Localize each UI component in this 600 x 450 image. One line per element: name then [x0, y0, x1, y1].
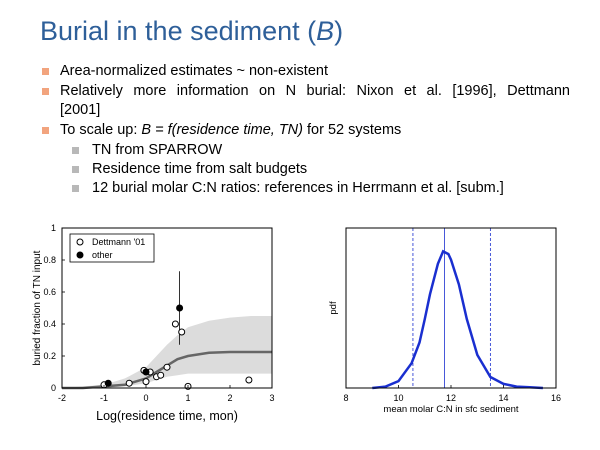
y-tick-label: 0.2 — [43, 351, 56, 361]
x-axis-label: mean molar C:N in sfc sediment — [383, 404, 519, 415]
data-point-other — [142, 368, 150, 376]
x-tick-label: 16 — [551, 393, 561, 403]
plot-frame — [61, 227, 273, 389]
data-point-dettmann — [125, 379, 133, 387]
y-tick-label: 0.8 — [43, 255, 56, 265]
data-point-dettmann — [178, 328, 186, 336]
y-tick-label: 0.6 — [43, 287, 56, 297]
legend-marker-dettmann — [76, 238, 84, 246]
x-tick-label: -2 — [58, 393, 66, 403]
y-tick-label: 0.4 — [43, 319, 56, 329]
data-point-dettmann — [142, 378, 150, 386]
legend-label-dettmann: Dettmann '01 — [92, 237, 145, 247]
y-tick-label: 0 — [51, 383, 56, 393]
legend: Dettmann '01 other — [69, 233, 155, 263]
burial-fraction-chart: -2 -1 0 1 2 3 0 0.2 0.4 0.6 0.8 1 Dettmann '01 othe… — [32, 223, 275, 423]
sub-bullet-item: Residence time from salt budgets — [40, 160, 570, 179]
data-point-dettmann — [163, 363, 171, 371]
bullet-item: Area-normalized estimates ~ non-existent — [40, 62, 570, 81]
legend-label-other: other — [92, 250, 113, 260]
x-tick-label: -1 — [100, 393, 108, 403]
x-axis-label: Log(residence time, mon) — [96, 409, 238, 423]
data-point-dettmann — [157, 371, 165, 379]
uncertainty-band — [62, 316, 272, 388]
x-tick-label: 10 — [393, 393, 403, 403]
x-tick-label: 12 — [446, 393, 456, 403]
bullet-item: To scale up: B = f(residence time, TN) f… — [40, 121, 570, 140]
cn-ratio-pdf-chart: 8 10 12 14 16 mean molar C:N in sfc sediment… — [328, 227, 561, 415]
sub-bullet-item: TN from SPARROW — [40, 141, 570, 160]
y-tick-label: 1 — [51, 223, 56, 233]
x-tick-label: 0 — [143, 393, 148, 403]
pdf-curve — [372, 249, 543, 390]
x-tick-label: 14 — [498, 393, 508, 403]
legend-box — [69, 233, 155, 263]
legend-marker-other — [76, 251, 84, 259]
x-tick-label: 3 — [269, 393, 274, 403]
x-tick-label: 1 — [185, 393, 190, 403]
data-point-dettmann — [171, 320, 179, 328]
x-tick-label: 8 — [343, 393, 348, 403]
plot-frame — [345, 227, 557, 389]
y-axis-label: pdf — [328, 301, 339, 315]
y-axis-label: buried fraction of TN input — [32, 250, 43, 365]
data-point-dettmann — [245, 376, 253, 384]
x-tick-label: 2 — [227, 393, 232, 403]
sub-bullet-item: 12 burial molar C:N ratios: references i… — [40, 179, 570, 198]
data-point-other — [104, 379, 112, 387]
bullet-item: Relatively more information on N burial:… — [40, 82, 570, 120]
bullet-list: Area-normalized estimates ~ non-existent… — [40, 62, 570, 198]
slide-title: Burial in the sediment (B) — [40, 16, 344, 46]
data-point-other — [176, 304, 184, 312]
